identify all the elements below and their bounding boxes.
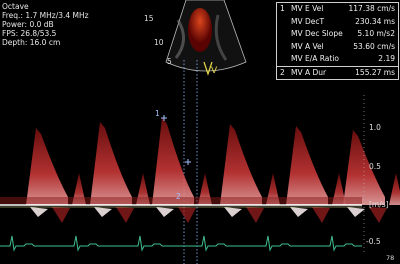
e-wave — [220, 124, 262, 205]
sector-label: V — [211, 66, 218, 76]
reverse-flow — [30, 207, 48, 217]
frame-number: 78 — [386, 254, 395, 262]
measurement-name: MV E/A Ratio — [291, 54, 340, 63]
tissue — [214, 14, 228, 61]
power: Power: 0.0 dB — [2, 20, 54, 29]
measurement-value: 5.10 m/s2 — [357, 29, 395, 38]
probe-name: Octave — [2, 2, 29, 11]
reverse-flow — [369, 207, 387, 223]
measurement-row: 2 MV A Dur 155.27 ms — [277, 65, 398, 80]
scale-label: 0.5 — [369, 162, 381, 171]
fps: FPS: 26.8/53.5 — [2, 29, 57, 38]
caliper-label: 1 — [155, 109, 160, 118]
reverse-flow — [178, 207, 196, 223]
measurement-value: 230.34 ms — [355, 16, 395, 26]
scale-label: [m/s] — [369, 200, 389, 209]
noise-band — [0, 197, 362, 204]
measurement-name: MV E Vel — [291, 4, 324, 13]
depth-mark: 15 — [144, 14, 154, 23]
measurement-value: 53.60 cm/s — [353, 41, 395, 51]
reverse-flow — [312, 207, 330, 223]
caliper — [185, 159, 191, 165]
color-flow — [188, 8, 212, 52]
measurement-row: MV Dec Slope 5.10 m/s2 — [277, 28, 398, 41]
reverse-flow — [246, 207, 264, 223]
scale-label: 1.0 — [369, 123, 381, 132]
measurements-panel: 1 MV E Vel 117.38 cm/s MV DecT 230.34 ms MV D… — [276, 2, 399, 80]
measurement-name: MV DecT — [291, 16, 325, 26]
measurement-value: 117.38 cm/s — [348, 4, 396, 13]
reverse-flow — [347, 207, 365, 217]
caliper-label: 2 — [176, 192, 181, 201]
reverse-flow — [52, 207, 70, 223]
measurement-index: 1 — [280, 4, 285, 13]
frequency: Freq.: 1.7 MHz/3.4 MHz — [2, 11, 89, 20]
caliper — [161, 115, 167, 121]
depth-mark: 5 — [167, 57, 172, 66]
measurement-row: MV DecT 230.34 ms — [277, 16, 398, 29]
tissue — [174, 19, 185, 59]
measurement-value: 2.19 — [378, 54, 395, 63]
measurement-row: MV A Vel 53.60 cm/s — [277, 41, 398, 54]
reverse-flow — [94, 207, 112, 217]
ecg-trace — [0, 235, 362, 252]
measurement-value: 155.27 ms — [355, 67, 395, 77]
measurement-row: MV E/A Ratio 2.19 — [277, 53, 398, 66]
measurement-name: MV A Dur — [291, 67, 327, 77]
e-wave — [152, 118, 194, 205]
a-wave — [389, 173, 400, 205]
scale-label: -0.5 — [366, 237, 381, 246]
e-wave — [26, 128, 68, 205]
depth: Depth: 16.0 cm — [2, 38, 61, 47]
reverse-flow — [224, 207, 242, 217]
e-wave — [286, 126, 328, 205]
sector-marker — [203, 61, 213, 76]
reverse-flow — [156, 207, 174, 217]
measurement-name: MV Dec Slope — [291, 29, 343, 38]
reverse-flow — [290, 207, 308, 217]
e-wave — [90, 122, 132, 205]
measurement-row: 1 MV E Vel 117.38 cm/s — [277, 3, 398, 16]
measurement-name: MV A Vel — [291, 41, 324, 51]
depth-mark: 10 — [154, 38, 164, 47]
reverse-flow — [116, 207, 134, 223]
measurement-index: 2 — [280, 67, 285, 77]
